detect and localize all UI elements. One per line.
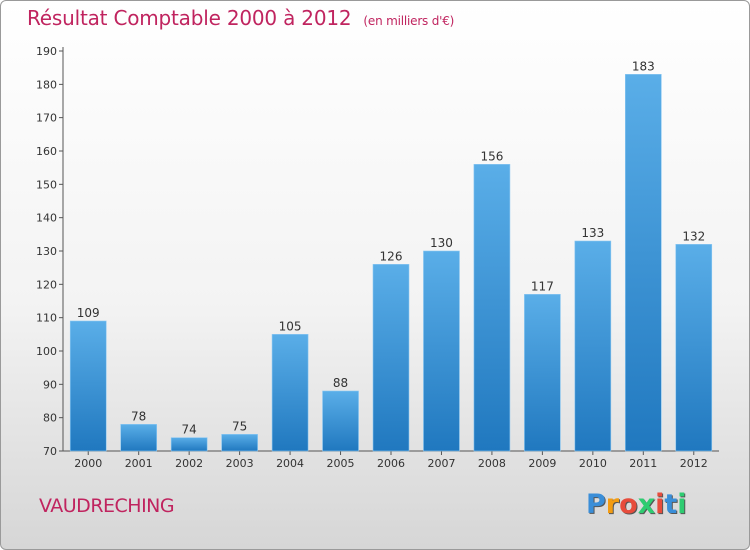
data-label-2009: 117 xyxy=(531,279,554,293)
x-tick-label: 2004 xyxy=(276,457,304,470)
x-tick-label: 2008 xyxy=(478,457,506,470)
bar-2004 xyxy=(271,334,309,452)
logo-letter: t xyxy=(664,489,678,520)
logo-letter: r xyxy=(605,489,620,520)
y-tick-label: 90 xyxy=(43,378,57,391)
logo-letter: i xyxy=(655,489,665,520)
x-tick-label: 2005 xyxy=(327,457,355,470)
x-tick-label: 2006 xyxy=(377,457,405,470)
bar-2010 xyxy=(574,240,612,452)
x-tick-label: 2010 xyxy=(579,457,607,470)
y-tick-label: 110 xyxy=(36,312,57,325)
y-tick-label: 150 xyxy=(36,178,57,191)
logo-letter: i xyxy=(677,489,687,520)
place-name: VAUDRECHING xyxy=(39,495,175,517)
bars xyxy=(69,74,713,452)
data-label-2004: 105 xyxy=(279,319,302,333)
axes: 70 80 90 100 110 120 130 140 150 160 170 180 190 2000… xyxy=(36,45,719,470)
data-label-2008: 156 xyxy=(480,149,503,163)
x-tick-label: 2009 xyxy=(528,457,556,470)
data-label-2006: 126 xyxy=(380,249,403,263)
data-label-2007: 130 xyxy=(430,236,453,250)
data-label-2001: 78 xyxy=(131,409,146,423)
logo-letter: P xyxy=(586,489,606,520)
data-labels: 109 78 74 75 105 88 126 130 156 117 133 183 132 xyxy=(77,59,705,436)
data-label-2000: 109 xyxy=(77,306,100,320)
y-tick-label: 80 xyxy=(43,412,57,425)
chart-title: Résultat Comptable 2000 à 2012 (en millie… xyxy=(27,6,455,30)
y-tick-label: 70 xyxy=(43,445,57,458)
data-label-2005: 88 xyxy=(333,376,348,390)
bar-2003 xyxy=(221,434,258,452)
logo-letter: x xyxy=(637,489,656,520)
logo-letter: o xyxy=(619,489,638,520)
bar-2001 xyxy=(120,424,157,452)
bar-2012 xyxy=(675,244,713,452)
y-tick-label: 170 xyxy=(36,112,57,125)
y-tick-label: 100 xyxy=(36,345,57,358)
x-tick-label: 2002 xyxy=(175,457,203,470)
x-tick-label: 2012 xyxy=(680,457,708,470)
y-tick-label: 190 xyxy=(36,45,57,58)
x-tick-label: 2001 xyxy=(125,457,153,470)
y-tick-label: 140 xyxy=(36,212,57,225)
proxiti-logo[interactable]: Proxiti xyxy=(586,489,687,520)
data-label-2010: 133 xyxy=(581,226,604,240)
bar-2000 xyxy=(69,320,107,452)
bar-2011 xyxy=(625,74,662,452)
bar-2009 xyxy=(524,294,561,452)
data-label-2003: 75 xyxy=(232,419,247,433)
y-tick-label: 120 xyxy=(36,278,57,291)
chart-subtitle: (en milliers d'€) xyxy=(363,14,455,28)
data-label-2002: 74 xyxy=(182,423,197,437)
y-tick-label: 180 xyxy=(36,78,57,91)
bar-2002 xyxy=(170,437,208,452)
x-tick-label: 2000 xyxy=(74,457,102,470)
data-label-2011: 183 xyxy=(632,59,655,73)
bar-2005 xyxy=(322,390,359,452)
bar-2008 xyxy=(473,164,511,452)
x-tick-label: 2007 xyxy=(427,457,455,470)
x-tick-label: 2003 xyxy=(226,457,254,470)
bar-2006 xyxy=(372,264,410,452)
bar-2007 xyxy=(423,250,460,452)
data-label-2012: 132 xyxy=(682,229,705,243)
y-tick-label: 160 xyxy=(36,145,57,158)
y-tick-label: 130 xyxy=(36,245,57,258)
x-tick-label: 2011 xyxy=(629,457,657,470)
